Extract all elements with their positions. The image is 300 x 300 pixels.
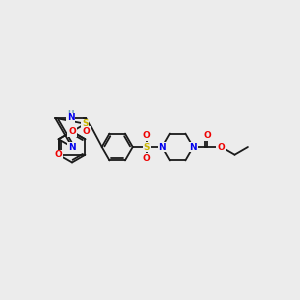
Text: O: O <box>143 131 151 140</box>
Text: O: O <box>68 127 76 136</box>
Text: N: N <box>158 142 166 152</box>
Text: N: N <box>68 142 76 152</box>
Text: H: H <box>68 110 74 119</box>
Text: O: O <box>217 142 225 152</box>
Text: O: O <box>55 150 62 159</box>
Text: O: O <box>82 127 90 136</box>
Text: N: N <box>67 113 74 122</box>
Text: O: O <box>203 131 211 140</box>
Text: N: N <box>189 142 197 152</box>
Text: S: S <box>82 119 89 128</box>
Text: S: S <box>143 142 150 152</box>
Text: O: O <box>143 154 151 163</box>
